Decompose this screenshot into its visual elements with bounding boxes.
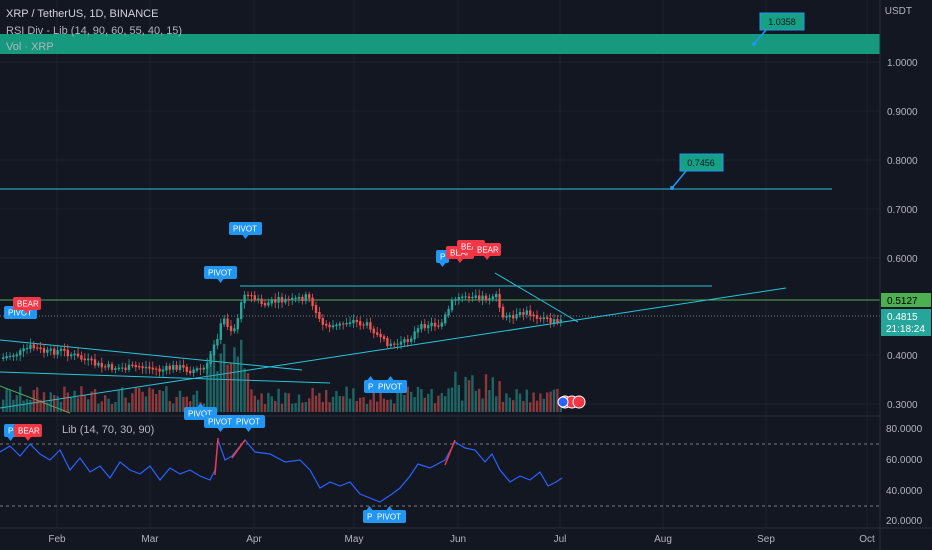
rsi-red-segment-3: [444, 439, 456, 466]
price-tick: 1.0000: [887, 58, 918, 69]
descending-trendline: [494, 272, 579, 323]
rsi-line: [0, 439, 563, 503]
indicator-rsi-div[interactable]: RSI Div - Lib (14, 90, 60, 55, 40, 15): [6, 25, 183, 37]
p-marker[interactable]: P: [436, 250, 449, 267]
marker-text: BEAR: [477, 246, 499, 255]
target-high-box[interactable]: [759, 12, 805, 31]
target-mid-pointer: [671, 170, 687, 189]
time-tick: Oct: [859, 534, 875, 545]
volume-bars: [2, 339, 562, 412]
marker-text: PIVOT: [236, 418, 260, 427]
marker-text: PIVOT: [377, 513, 401, 522]
price-axis-ticks: 1.0000 0.9000 0.8000 0.7000 0.6000 0.400…: [887, 58, 918, 411]
price-tick: 0.4000: [887, 351, 918, 362]
rsi-red-segment-2: [231, 439, 246, 459]
target-high-label: 1.0358: [768, 17, 796, 27]
target-high-dot: [752, 42, 756, 46]
price-tick: 0.7000: [887, 205, 918, 216]
signal-markers: PIVOTPIVOTPIVOTBEARPBEARBEARBEARPPIVOTPI…: [4, 222, 501, 523]
price-tick: 0.8000: [887, 156, 918, 167]
pivot-marker[interactable]: PIVOT: [204, 415, 237, 432]
pivot-marker[interactable]: PIVOT: [229, 222, 262, 239]
marker-text: P: [8, 427, 13, 436]
currency-label: USDT: [884, 6, 912, 17]
marker-text: PIVOT: [188, 410, 212, 419]
time-tick: Aug: [654, 534, 672, 545]
price-tick: 0.6000: [887, 254, 918, 265]
bear-marker[interactable]: BEAR: [14, 424, 42, 441]
candlesticks: [2, 288, 562, 378]
p-marker[interactable]: P: [363, 506, 376, 523]
level-label: 0.5127: [887, 296, 918, 307]
marker-text: PIVOT: [233, 225, 257, 234]
time-axis-ticks: Feb Mar Apr May Jun Jul Aug Sep Oct: [48, 534, 875, 545]
marker-text: BEAR: [461, 243, 483, 252]
countdown: 21:18:24: [886, 324, 925, 335]
ascending-trendline: [0, 287, 787, 409]
marker-text: P: [440, 253, 445, 262]
pivot-marker[interactable]: PIVOT: [232, 415, 265, 432]
marker-text: PIVOT: [378, 383, 402, 392]
price-tick: 0.9000: [887, 107, 918, 118]
rsi-tick: 80.0000: [886, 424, 923, 435]
rsi-red-segment-1: [214, 437, 219, 476]
current-price: 0.4815: [887, 312, 918, 323]
time-tick: Jun: [450, 534, 466, 545]
resistance-band: [0, 34, 880, 54]
current-price-bg: [881, 309, 931, 336]
price-tick: 0.3000: [887, 400, 918, 411]
bear-marker[interactable]: BEAR: [13, 297, 41, 314]
time-tick: Sep: [757, 534, 775, 545]
marker-text: P: [367, 513, 372, 522]
time-tick: Mar: [141, 534, 159, 545]
marker-text: PIVOT: [8, 309, 32, 318]
target-mid-label: 0.7456: [687, 158, 715, 168]
time-tick: Jul: [554, 534, 567, 545]
time-tick: May: [345, 534, 364, 545]
pivot-marker[interactable]: PIVOT: [374, 376, 407, 393]
indicator-volume[interactable]: Vol · XRP: [6, 41, 54, 53]
marker-text: BEAR: [17, 300, 39, 309]
time-tick: Apr: [246, 534, 262, 545]
channel-line-1: [0, 339, 303, 371]
bear-marker[interactable]: BEAR: [473, 243, 501, 260]
target-mid-dot: [670, 186, 674, 190]
target-mid-box[interactable]: [679, 153, 724, 172]
p-marker[interactable]: P: [4, 424, 17, 441]
marker-text: PIVOT: [208, 269, 232, 278]
p-marker[interactable]: P: [364, 376, 377, 393]
target-high-pointer: [753, 29, 767, 45]
level-label-bg: [881, 293, 931, 307]
symbol-title[interactable]: XRP / TetherUS, 1D, BINANCE: [6, 8, 159, 20]
event-circles[interactable]: [557, 395, 586, 409]
pivot-marker[interactable]: PIVOT: [204, 266, 237, 283]
rsi-tick: 20.0000: [886, 516, 923, 527]
rsi-tick: 40.0000: [886, 486, 923, 497]
pivot-marker[interactable]: PIVOT: [373, 506, 406, 523]
price-axis-bg: [880, 0, 932, 550]
marker-text: BEAR: [18, 427, 40, 436]
marker-text: PIVOT: [208, 418, 232, 427]
rsi-tick: 60.0000: [886, 455, 923, 466]
time-tick: Feb: [48, 534, 66, 545]
channel-line-2: [0, 371, 331, 384]
rsi-axis-ticks: 80.0000 60.0000 40.0000 20.0000: [886, 424, 923, 527]
indicator-rsi-lib[interactable]: Lib (14, 70, 30, 90): [62, 424, 155, 436]
marker-text: P: [368, 383, 373, 392]
